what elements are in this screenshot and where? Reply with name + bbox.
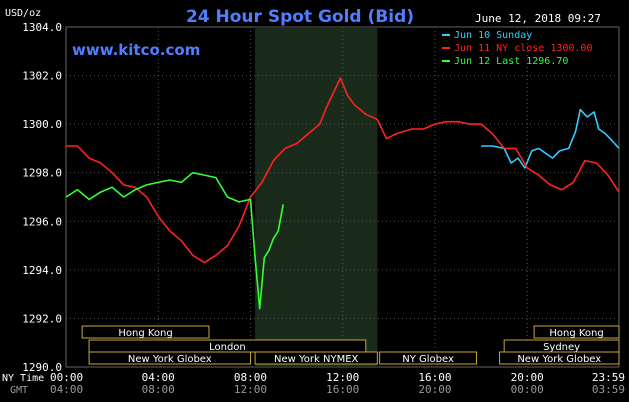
session-box bbox=[533, 325, 620, 339]
session-label: London bbox=[209, 342, 246, 353]
y-tick-label: 1294.0 bbox=[22, 264, 62, 277]
y-tick-label: 1304.0 bbox=[22, 21, 62, 34]
session-box bbox=[379, 351, 477, 365]
x-tick-label-gmt: 03:59 bbox=[592, 383, 625, 396]
price-series bbox=[65, 77, 620, 310]
session-box bbox=[88, 351, 251, 365]
x-tick-label-ny: 08:00 bbox=[234, 371, 267, 384]
x-axis-gmt-label: GMT bbox=[10, 385, 28, 396]
x-tick-label-ny: 00:00 bbox=[50, 371, 83, 384]
session-box bbox=[499, 351, 620, 365]
session-label: New York Globex bbox=[128, 354, 212, 365]
series-line bbox=[481, 108, 620, 169]
y-tick-label: 1296.0 bbox=[22, 215, 62, 228]
y-tick-label: 1290.0 bbox=[22, 361, 62, 374]
session-label: Hong Kong bbox=[549, 328, 603, 339]
x-tick-label-ny: 20:00 bbox=[511, 371, 544, 384]
x-axis: 00:0004:0004:0008:0008:0012:0012:0016:00… bbox=[50, 371, 625, 396]
y-tick-label: 1302.0 bbox=[22, 70, 62, 83]
x-tick-label-gmt: 00:00 bbox=[511, 383, 544, 396]
x-tick-label-gmt: 08:00 bbox=[142, 383, 175, 396]
nymex-session-band bbox=[255, 27, 378, 367]
x-tick-label-ny: 23:59 bbox=[592, 371, 625, 384]
y-axis: 1290.0 1292.0 1294.0 1296.0 1298.0 1300.0 1302… bbox=[22, 21, 62, 374]
site-url: www.kitco.com bbox=[72, 41, 200, 59]
session-label: Hong Kong bbox=[118, 328, 172, 339]
chart-title: 24 Hour Spot Gold (Bid) bbox=[186, 7, 414, 27]
date-timestamp: June 12, 2018 09:27 bbox=[475, 12, 601, 25]
x-tick-label-gmt: 16:00 bbox=[326, 383, 359, 396]
series-line bbox=[65, 171, 284, 310]
y-axis-unit-label: USD/oz bbox=[5, 8, 41, 19]
legend-entry: Jun 11 NY close 1300.00 bbox=[454, 43, 592, 54]
x-tick-label-gmt: 20:00 bbox=[418, 383, 451, 396]
y-tick-label: 1300.0 bbox=[22, 118, 62, 131]
x-tick-label-gmt: 12:00 bbox=[234, 383, 267, 396]
session-box bbox=[254, 351, 378, 365]
series-line bbox=[66, 77, 620, 264]
y-tick-label: 1298.0 bbox=[22, 167, 62, 180]
legend-entry: Jun 12 Last 1296.70 bbox=[454, 56, 568, 67]
y-tick-label: 1292.0 bbox=[22, 312, 62, 325]
x-tick-label-gmt: 04:00 bbox=[50, 383, 83, 396]
x-tick-label-ny: 16:00 bbox=[418, 371, 451, 384]
legend: Jun 10 Sunday Jun 11 NY close 1300.00 Jun … bbox=[442, 30, 592, 67]
session-label: New York Globex bbox=[517, 354, 601, 365]
x-axis-ny-time-label: NY Time bbox=[2, 373, 44, 384]
session-label: Sydney bbox=[543, 342, 580, 353]
session-box bbox=[81, 325, 210, 339]
x-tick-label-ny: 04:00 bbox=[142, 371, 175, 384]
session-label: New York NYMEX bbox=[274, 354, 359, 365]
session-label: NY Globex bbox=[402, 354, 454, 365]
legend-entry: Jun 10 Sunday bbox=[454, 30, 532, 41]
x-tick-label-ny: 12:00 bbox=[326, 371, 359, 384]
